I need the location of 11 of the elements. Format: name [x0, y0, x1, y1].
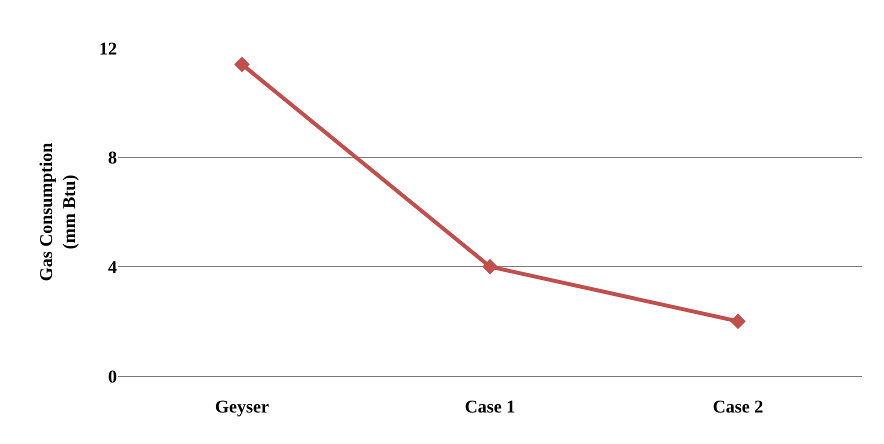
y-tick-label: 0: [108, 366, 117, 386]
y-tick-label: 8: [108, 148, 117, 168]
point: [482, 258, 498, 274]
point: [234, 56, 250, 72]
y-axis-title: Gas Consumption (mm Btu): [36, 142, 80, 282]
x-tick-label: Case 1: [464, 396, 516, 417]
x-tick-label: Case 2: [712, 396, 764, 417]
point: [730, 314, 746, 330]
y-tick-label: 4: [108, 256, 117, 277]
x-tick-label: Geyser: [215, 396, 269, 417]
y-tick-label: 12: [99, 38, 117, 58]
